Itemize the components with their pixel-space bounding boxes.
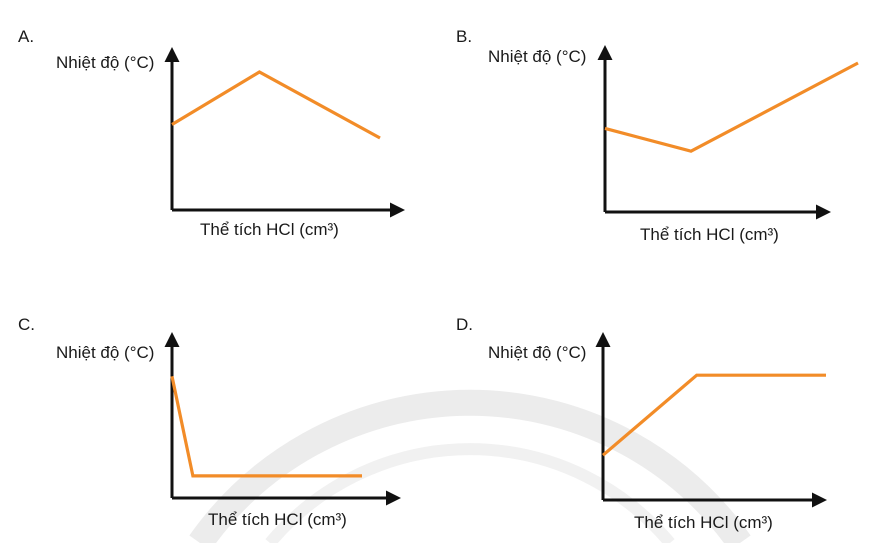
watermark-arc	[189, 389, 751, 543]
series-line-b	[604, 61, 859, 153]
panel-d: D. Nhiệt độ (°C) Thể tích HCl (cm³)	[456, 315, 827, 532]
y-axis-label-b: Nhiệt độ (°C)	[488, 47, 586, 66]
x-axis-label-a: Thể tích HCl (cm³)	[200, 220, 339, 239]
panel-c: C. Nhiệt độ (°C) Thể tích HCl (cm³)	[18, 315, 401, 529]
panel-label-d: D.	[456, 315, 473, 334]
panel-b: B. Nhiệt độ (°C) Thể tích HCl (cm³)	[456, 27, 859, 244]
series-line-c	[170, 375, 362, 478]
panel-a: A. Nhiệt độ (°C) Thể tích HCl (cm³)	[18, 27, 405, 239]
panel-label-a: A.	[18, 27, 34, 46]
y-axis-label-d: Nhiệt độ (°C)	[488, 343, 586, 362]
panel-label-c: C.	[18, 315, 35, 334]
x-axis-label-d: Thể tích HCl (cm³)	[634, 513, 773, 532]
x-axis-label-c: Thể tích HCl (cm³)	[208, 510, 347, 529]
x-axis-label-b: Thể tích HCl (cm³)	[640, 225, 779, 244]
y-axis-label-c: Nhiệt độ (°C)	[56, 343, 154, 362]
panel-label-b: B.	[456, 27, 472, 46]
series-line-d	[601, 373, 826, 457]
y-axis-label-a: Nhiệt độ (°C)	[56, 53, 154, 72]
series-line-a	[171, 70, 381, 140]
